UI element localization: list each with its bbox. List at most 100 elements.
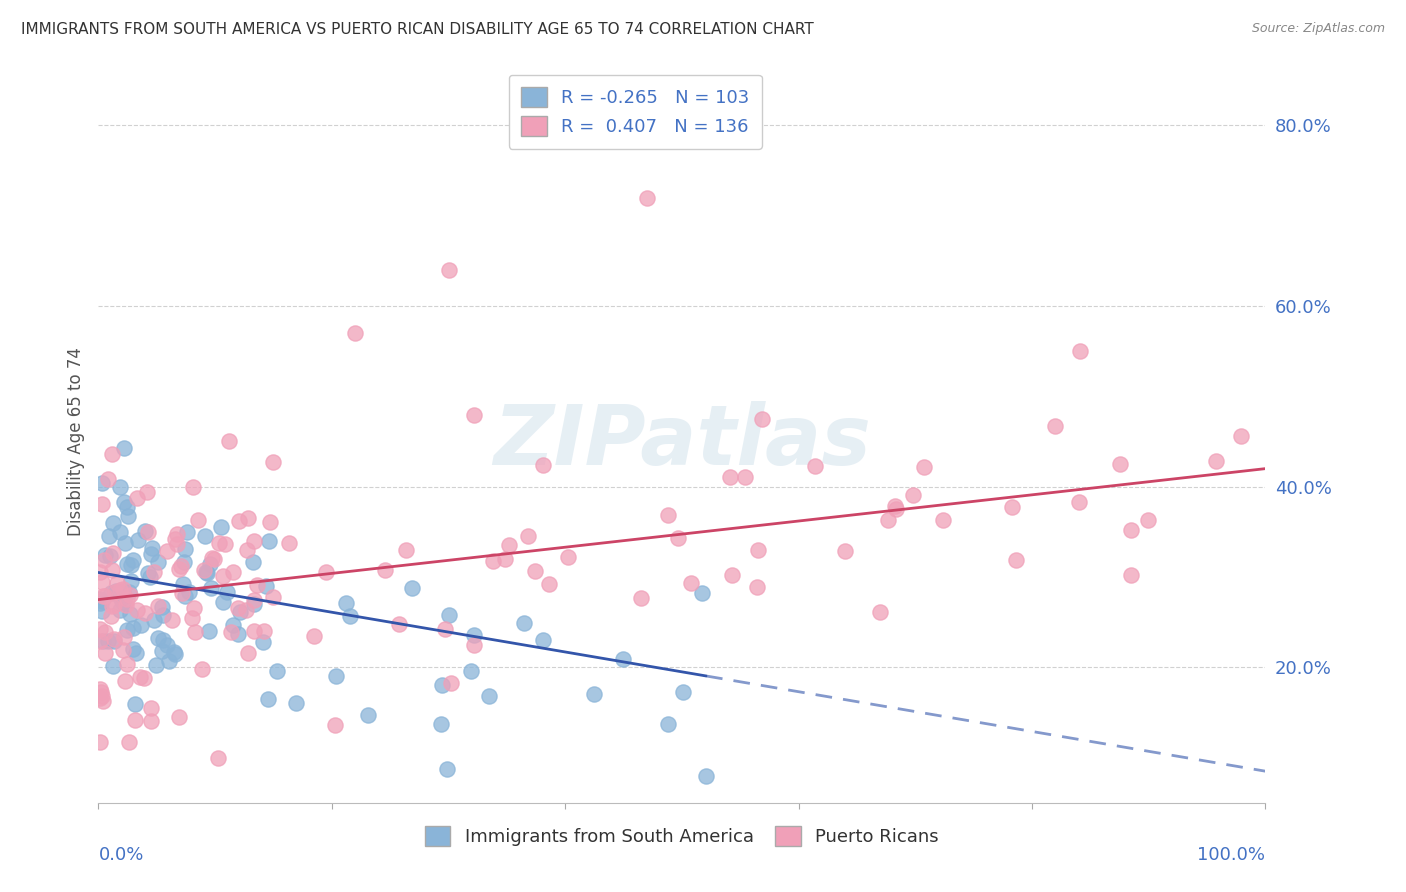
Point [513,616,536,631]
Point [194,565,217,579]
Point [134,524,156,538]
Point [374,563,396,577]
Point [120,558,142,573]
Point [98,549,121,563]
Point [207,750,229,764]
Point [463,408,485,422]
Point [869,605,891,619]
Point [229,605,252,619]
Point [1109,457,1132,471]
Point [122,641,145,656]
Point [657,508,679,522]
Point [257,533,280,548]
Point [200,581,222,595]
Point [242,555,264,569]
Point [89,592,111,607]
Point [103,633,125,648]
Point [236,511,259,525]
Point [100,609,122,624]
Point [197,566,219,580]
Point [118,735,141,749]
Point [93,589,115,603]
Point [97,472,120,486]
Point [89,681,111,696]
Point [222,618,245,632]
Point [325,668,347,682]
Point [557,549,579,564]
Point [718,470,741,484]
Point [214,537,236,551]
Point [90,497,112,511]
Point [657,716,679,731]
Point [666,531,689,545]
Point [101,563,124,577]
Point [90,604,112,618]
Point [112,494,135,508]
Point [1000,500,1022,514]
Point [395,542,418,557]
Point [494,552,516,566]
Point [1005,553,1028,567]
Point [93,589,115,603]
Point [124,646,146,660]
Point [172,576,194,591]
Point [148,555,170,569]
Point [202,551,225,566]
Point [143,565,166,579]
Point [242,624,264,638]
Point [215,585,238,599]
Point [335,596,357,610]
Point [463,628,485,642]
Point [127,533,149,547]
Point [101,599,124,613]
Point [136,485,159,500]
Point [141,541,163,555]
Point [91,694,114,708]
Point [252,635,274,649]
Point [112,585,135,599]
Point [115,558,138,572]
Point [139,570,162,584]
Point [157,654,180,668]
Point [524,564,547,578]
Point [228,514,250,528]
Y-axis label: Disability Age 65 to 74: Disability Age 65 to 74 [66,347,84,536]
Point [222,566,245,580]
Point [120,588,142,602]
Point [172,586,194,600]
Point [89,566,111,580]
Point [266,664,288,678]
Point [89,622,111,636]
Point [344,326,367,340]
Point [804,459,827,474]
Point [152,608,174,623]
Point [720,567,742,582]
Point [101,546,124,560]
Point [1205,453,1227,467]
Point [134,606,156,620]
Text: 100.0%: 100.0% [1198,847,1265,864]
Point [124,713,146,727]
Point [200,557,222,571]
Point [110,592,132,607]
Point [112,595,135,609]
Point [176,525,198,540]
Point [114,673,136,688]
Point [152,632,174,647]
Point [93,646,115,660]
Point [181,611,204,625]
Point [117,657,139,672]
Point [183,601,205,615]
Point [125,603,148,617]
Point [315,565,337,579]
Point [193,529,215,543]
Point [156,638,179,652]
Point [436,762,458,776]
Point [630,591,652,605]
Point [112,643,135,657]
Point [932,513,955,527]
Point [166,527,188,541]
Text: ZIPatlas: ZIPatlas [494,401,870,482]
Point [114,536,136,550]
Point [481,554,503,568]
